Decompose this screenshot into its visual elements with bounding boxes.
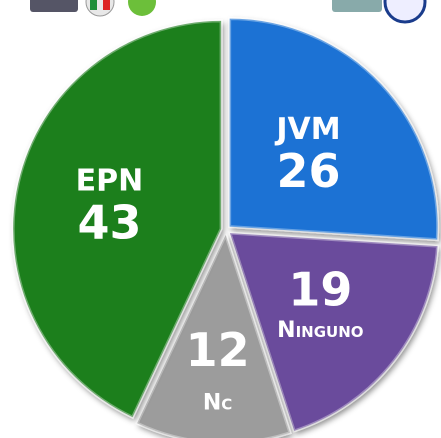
slice-label: Ninguno xyxy=(277,318,363,343)
slice-label: EPN xyxy=(76,163,144,198)
header-icons xyxy=(30,0,425,22)
slice-label: Nc xyxy=(203,391,232,416)
value-label: 12 xyxy=(186,323,250,377)
value-label: 26 xyxy=(276,144,340,198)
value-label: 19 xyxy=(288,263,352,317)
chart: JVM26 Ninguno19 Nc 12 EPN43 xyxy=(0,0,441,438)
slice-label: JVM xyxy=(274,112,340,147)
value-label: 43 xyxy=(77,195,141,249)
